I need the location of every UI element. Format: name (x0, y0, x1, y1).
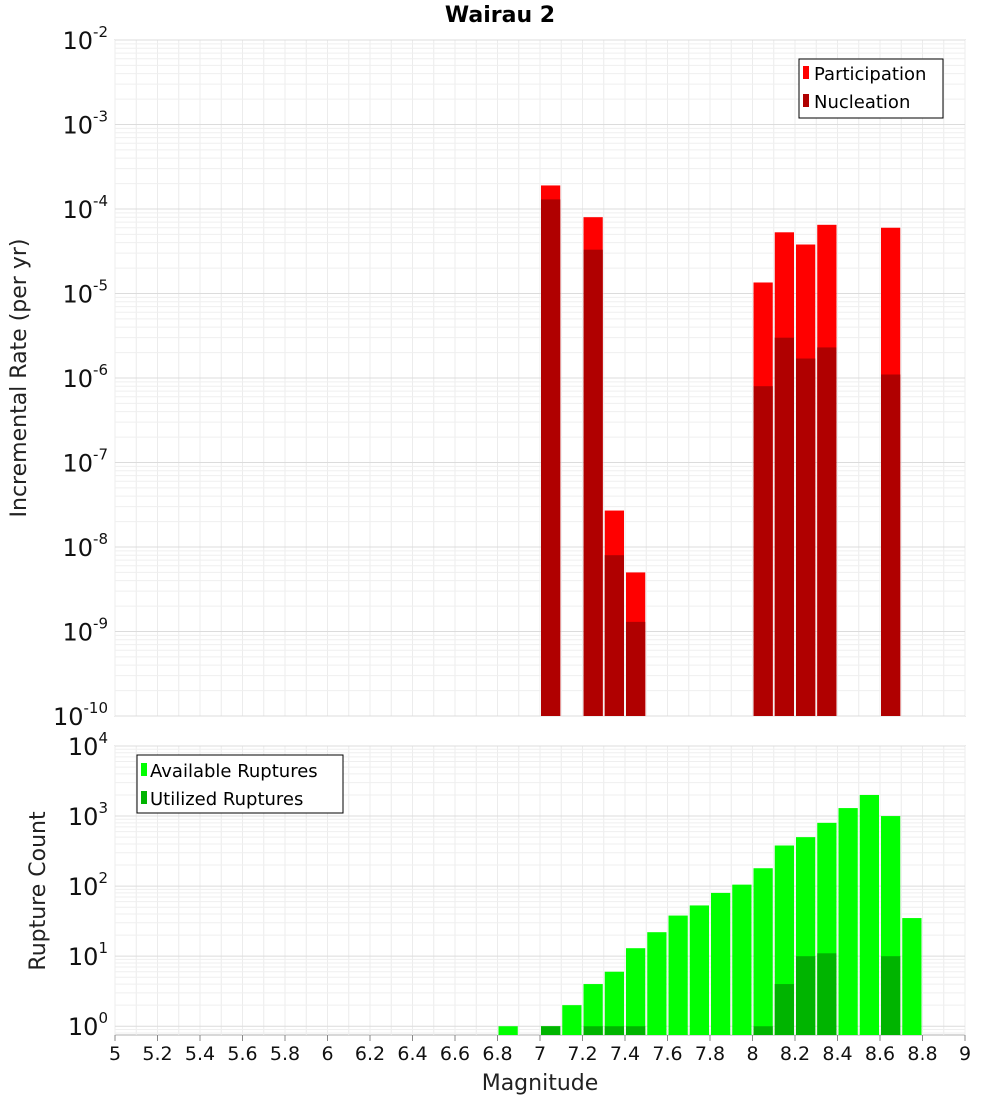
bar-utilized-ruptures (796, 956, 816, 1035)
count-plot-y-axis-label: Rupture Count (26, 811, 51, 971)
x-axis-label: Magnitude (482, 1071, 599, 1096)
bar-available-ruptures (838, 808, 858, 1035)
bar-available-ruptures (626, 948, 646, 1035)
y-tick-label: 10-9 (62, 615, 108, 647)
rate-plot-legend-box (798, 58, 944, 119)
bar-available-ruptures (668, 915, 688, 1035)
chart-title: Wairau 2 (445, 3, 555, 28)
y-tick-label: 10-3 (62, 108, 108, 140)
bar-available-ruptures (604, 971, 624, 1035)
x-tick-label: 7.6 (652, 1043, 682, 1065)
x-tick-label: 8.8 (907, 1043, 937, 1065)
rate-plot: 10-10 10-9 10-8 10-7 10-6 10-5 10-4 10-3 10-2 In… (7, 23, 966, 731)
rate-plot-bars (541, 185, 901, 717)
legend-swatch-participation (803, 66, 809, 79)
legend-label-participation: Participation (814, 64, 926, 85)
bar-nucleation (604, 555, 624, 716)
bar-utilized-ruptures (604, 1026, 624, 1035)
x-tick-label: 9 (959, 1043, 971, 1065)
bar-available-ruptures (753, 868, 773, 1035)
bar-nucleation (817, 347, 837, 716)
x-tick-label: 6.2 (355, 1043, 385, 1065)
bar-utilized-ruptures (583, 1026, 603, 1035)
y-tick-label: 100 (68, 1009, 108, 1041)
count-plot-y-ticks: 100 101 102 103 104 (68, 729, 108, 1041)
y-tick-label: 10-2 (62, 23, 108, 55)
count-plot-x-ticks: 5 5.2 5.4 5.6 5.8 6 6.2 6.4 6.6 6.8 7 7.2 7.4 7.6 7.8 8… (109, 1035, 971, 1065)
x-tick-label: 5 (109, 1043, 121, 1065)
bar-utilized-ruptures (626, 1026, 646, 1035)
x-tick-label: 6.6 (440, 1043, 470, 1065)
legend-swatch-available (141, 763, 147, 776)
bar-available-ruptures (732, 884, 752, 1035)
bar-available-ruptures (711, 892, 731, 1035)
bar-nucleation (774, 337, 794, 716)
x-tick-label: 6 (321, 1043, 333, 1065)
y-tick-label: 104 (68, 729, 108, 761)
legend-label-nucleation: Nucleation (814, 92, 910, 113)
x-tick-label: 8.4 (822, 1043, 852, 1065)
rate-plot-legend: Participation Nucleation (798, 58, 944, 119)
y-tick-label: 10-6 (62, 361, 108, 393)
bar-nucleation (626, 621, 646, 716)
x-tick-label: 7.4 (610, 1043, 640, 1065)
x-tick-label: 6.8 (482, 1043, 512, 1065)
bar-available-ruptures (647, 932, 667, 1035)
x-tick-label: 5.8 (270, 1043, 300, 1065)
bar-nucleation (796, 358, 816, 716)
bar-available-ruptures (583, 984, 603, 1035)
bar-utilized-ruptures (817, 953, 837, 1035)
bar-available-ruptures (689, 905, 709, 1035)
bar-utilized-ruptures (541, 1026, 561, 1035)
bar-nucleation (881, 374, 901, 716)
bar-utilized-ruptures (753, 1026, 773, 1035)
rate-plot-y-ticks: 10-10 10-9 10-8 10-7 10-6 10-5 10-4 10-3 10-2 (53, 23, 108, 731)
x-tick-label: 7 (534, 1043, 546, 1065)
bar-available-ruptures (498, 1026, 518, 1035)
bar-nucleation (583, 249, 603, 716)
rate-plot-y-axis-label: Incremental Rate (per yr) (7, 239, 32, 518)
x-tick-label: 5.2 (142, 1043, 172, 1065)
legend-label-utilized: Utilized Ruptures (150, 789, 303, 810)
bar-available-ruptures (562, 1005, 582, 1035)
count-plot-legend-box (136, 754, 344, 814)
bar-utilized-ruptures (881, 956, 901, 1035)
count-plot-legend: Available Ruptures Utilized Ruptures (136, 754, 344, 814)
count-plot-bars (498, 794, 922, 1035)
x-tick-label: 5.6 (227, 1043, 257, 1065)
y-tick-label: 10-7 (62, 446, 108, 478)
y-tick-label: 10-4 (62, 192, 108, 224)
x-tick-label: 5.4 (185, 1043, 215, 1065)
legend-swatch-nucleation (803, 94, 809, 107)
x-tick-label: 8.2 (780, 1043, 810, 1065)
legend-swatch-utilized (141, 791, 147, 804)
legend-label-available: Available Ruptures (150, 761, 318, 782)
bar-nucleation (541, 199, 561, 717)
y-tick-label: 10-5 (62, 277, 108, 309)
bar-available-ruptures (859, 794, 879, 1035)
y-tick-label: 103 (68, 799, 108, 831)
x-tick-label: 8 (746, 1043, 758, 1065)
y-tick-label: 10-8 (62, 530, 108, 562)
x-tick-label: 8.6 (865, 1043, 895, 1065)
x-tick-label: 7.2 (567, 1043, 597, 1065)
bar-nucleation (753, 386, 773, 716)
y-tick-label: 102 (68, 869, 108, 901)
count-plot: 100 101 102 103 104 5 5.2 5.4 5.6 5.8 6 6.2 6.4 6.6 6… (26, 729, 971, 1096)
bar-available-ruptures (902, 918, 922, 1035)
rate-plot-grid (114, 39, 966, 717)
x-tick-label: 7.8 (695, 1043, 725, 1065)
bar-utilized-ruptures (774, 984, 794, 1035)
x-tick-label: 6.4 (397, 1043, 427, 1065)
y-tick-label: 101 (68, 939, 108, 971)
y-tick-label: 10-10 (53, 699, 108, 731)
